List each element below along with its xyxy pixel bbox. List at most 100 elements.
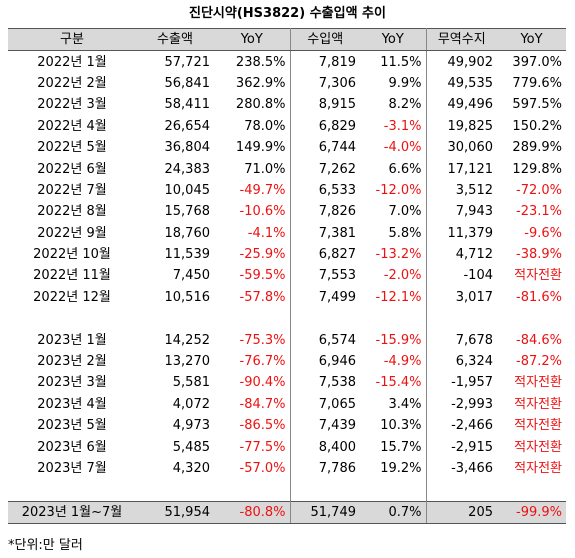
export-yoy-cell: -75.3%: [214, 329, 291, 351]
export-cell: 5,485: [172, 439, 210, 455]
export-yoy-cell: -49.7%: [214, 179, 291, 202]
export-yoy-cell: -25.9%: [214, 243, 291, 266]
period-cell: 2022년 11월: [33, 268, 111, 284]
table-row: 2022년 4월 26,654 78.0% 6,829 -3.1% 19,825 150.2…: [8, 115, 566, 137]
balance-cell: -2,466: [451, 418, 493, 434]
balance-cell: 49,496: [447, 97, 494, 113]
balance-cell: 49,902: [447, 54, 494, 70]
import-yoy-cell: 3.4%: [360, 393, 427, 416]
balance-cell: 7,678: [455, 332, 493, 348]
period-cell: 2022년 8월: [37, 204, 107, 220]
import-cell: 6,744: [318, 140, 356, 156]
table-row: 2023년 2월 13,270 -76.7% 6,946 -4.9% 6,324 -87.2…: [8, 350, 566, 373]
export-yoy-cell: -76.7%: [214, 350, 291, 373]
table-row: 2023년 5월 4,973 -86.5% 7,439 10.3% -2,466 적자전환: [8, 415, 566, 437]
spacer-cell: [136, 308, 214, 329]
export-yoy-cell: -10.6%: [214, 201, 291, 223]
period-cell: 2022년 9월: [37, 225, 107, 241]
spacer-row: [8, 308, 566, 330]
period-cell: 2022년 5월: [37, 140, 107, 156]
import-cell: 7,819: [318, 54, 356, 70]
spacer-cell: [426, 479, 497, 501]
balance-cell: 6,324: [455, 354, 493, 370]
balance-yoy-cell: 적자전환: [514, 268, 562, 284]
export-cell: 4,320: [172, 461, 210, 476]
export-cell: 5,581: [172, 375, 210, 391]
balance-yoy-cell: 적자전환: [514, 396, 562, 412]
import-yoy-cell: -3.1%: [360, 115, 427, 137]
total-row: 2023년 1월~7월 51,954 -80.8% 51,749 0.7% 20…: [8, 500, 566, 524]
balance-yoy-cell: 150.2%: [512, 118, 562, 134]
balance-yoy-cell: 597.5%: [512, 97, 562, 113]
balance-yoy-cell: -84.6%: [516, 332, 562, 348]
period-cell: 2023년 1월: [37, 332, 107, 348]
import-yoy-cell: -12.1%: [360, 286, 427, 309]
export-yoy-cell: 362.9%: [214, 72, 291, 95]
export-yoy-cell: -57.0%: [214, 457, 291, 480]
table-row: 2023년 1월 14,252 -75.3% 6,574 -15.9% 7,678 -84.…: [8, 329, 566, 351]
total-export: 51,954: [136, 500, 214, 524]
balance-cell: 7,943: [455, 204, 493, 220]
header-export-yoy: YoY: [214, 27, 291, 52]
balance-yoy-cell: -72.0%: [516, 182, 562, 198]
balance-cell: -2,993: [451, 396, 493, 412]
balance-cell: 3,017: [455, 289, 493, 305]
export-yoy-cell: -84.7%: [214, 393, 291, 416]
export-cell: 4,072: [172, 396, 210, 412]
table-row: 2022년 8월 15,768 -10.6% 7,826 7.0% 7,943 -23.1%: [8, 201, 566, 223]
import-yoy-cell: -4.9%: [360, 350, 427, 373]
spacer-row: [8, 479, 566, 502]
header-import: 수입액: [290, 27, 360, 52]
export-yoy-cell: -4.1%: [214, 222, 291, 244]
export-yoy-cell: -86.5%: [214, 415, 291, 437]
export-cell: 26,654: [164, 118, 211, 134]
spacer-cell: [497, 479, 566, 501]
spacer-cell: [136, 479, 214, 501]
balance-cell: 17,121: [447, 161, 494, 177]
period-cell: 2022년 1월: [37, 54, 107, 70]
export-cell: 10,516: [164, 289, 211, 305]
import-yoy-cell: -12.0%: [360, 179, 427, 202]
spacer-cell: [426, 308, 497, 329]
table-row: 2022년 9월 18,760 -4.1% 7,381 5.8% 11,379 -9.6%: [8, 222, 566, 244]
table-row: 2023년 3월 5,581 -90.4% 7,538 -15.4% -1,957 적자전환: [8, 372, 566, 394]
import-cell: 7,381: [318, 225, 356, 241]
export-yoy-cell: 78.0%: [214, 115, 291, 137]
table-row: 2023년 6월 5,485 -77.5% 8,400 15.7% -2,915 적자전환: [8, 436, 566, 458]
period-cell: 2023년 3월: [37, 375, 107, 391]
period-cell: 2023년 7월: [37, 461, 107, 476]
table-row: 2023년 7월 4,320 -57.0% 7,786 19.2% -3,466 적자전환: [8, 457, 566, 480]
balance-yoy-cell: 적자전환: [514, 461, 562, 476]
table-row: 2023년 4월 4,072 -84.7% 7,065 3.4% -2,993 적자전환: [8, 393, 566, 416]
balance-cell: 11,379: [447, 225, 494, 241]
spacer-cell: [214, 479, 291, 502]
table-row: 2022년 3월 58,411 280.8% 8,915 8.2% 49,496 597.5…: [8, 94, 566, 116]
import-cell: 6,533: [318, 182, 356, 198]
import-yoy-cell: 9.9%: [360, 72, 427, 95]
export-cell: 24,383: [164, 161, 211, 177]
import-cell: 7,786: [318, 461, 356, 476]
table-row: 2022년 6월 24,383 71.0% 7,262 6.6% 17,121 129.8%: [8, 158, 566, 180]
balance-cell: 49,535: [447, 75, 494, 91]
import-cell: 7,065: [318, 396, 356, 412]
balance-yoy-cell: 289.9%: [512, 140, 562, 156]
balance-cell: 3,512: [455, 182, 493, 198]
spacer-cell: [8, 308, 136, 329]
table-row: 2022년 10월 11,539 -25.9% 6,827 -13.2% 4,712 -38…: [8, 243, 566, 266]
import-cell: 7,439: [318, 418, 356, 434]
import-yoy-cell: 19.2%: [360, 457, 427, 480]
export-yoy-cell: 280.8%: [214, 94, 291, 116]
export-cell: 11,539: [164, 247, 211, 263]
import-yoy-cell: 5.8%: [360, 222, 427, 244]
spacer-cell: [214, 308, 291, 330]
period-cell: 2023년 4월: [37, 396, 107, 412]
total-balance: 205: [426, 500, 497, 524]
table-row: 2022년 2월 56,841 362.9% 7,306 9.9% 49,535 779.6…: [8, 72, 566, 95]
export-yoy-cell: 71.0%: [214, 158, 291, 180]
balance-yoy-cell: -81.6%: [516, 289, 562, 305]
import-yoy-cell: -4.0%: [360, 136, 427, 159]
balance-yoy-cell: 적자전환: [514, 418, 562, 434]
spacer-cell: [290, 308, 360, 329]
table-row: 2022년 12월 10,516 -57.8% 7,499 -12.1% 3,017 -81…: [8, 286, 566, 309]
export-cell: 15,768: [164, 204, 211, 220]
